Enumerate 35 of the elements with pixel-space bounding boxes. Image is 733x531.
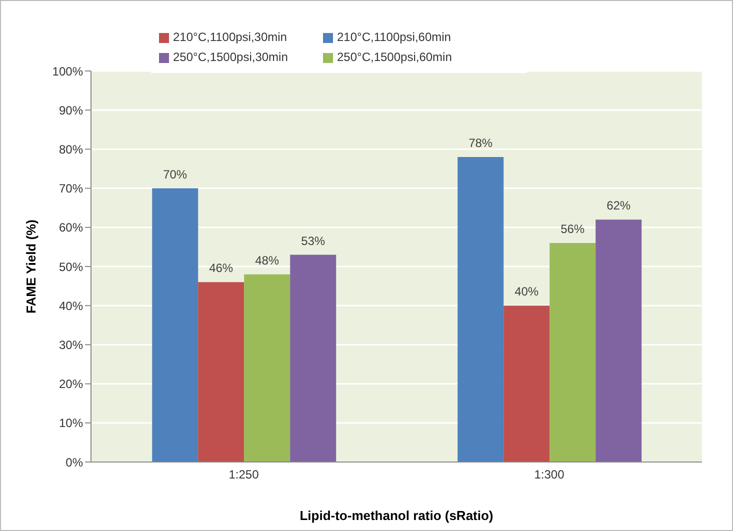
bar: [458, 157, 504, 462]
legend-label: 210°C,1100psi,60min: [337, 29, 452, 46]
legend-label: 250°C,1500psi,30min: [173, 49, 289, 66]
data-label: 70%: [163, 167, 188, 182]
bar: [290, 254, 336, 462]
bar: [504, 306, 550, 462]
bar: [596, 220, 642, 462]
x-axis-title: Lipid-to-methanol ratio (sRatio): [300, 508, 494, 523]
y-tick-label: 90%: [58, 103, 84, 118]
y-tick-label: 80%: [58, 142, 84, 156]
legend-label: 210°C,1100psi,30min: [173, 29, 288, 46]
y-tick-label: 70%: [58, 182, 84, 196]
y-tick-label: 0%: [66, 455, 84, 470]
y-tick-label: 40%: [58, 298, 84, 313]
data-label: 40%: [514, 284, 539, 299]
y-tick-label: 100%: [52, 64, 84, 78]
data-label: 56%: [560, 222, 585, 236]
y-tick-label: 10%: [58, 416, 84, 430]
data-label: 46%: [209, 261, 234, 276]
data-label: 62%: [606, 198, 631, 213]
bar: [198, 282, 244, 462]
bar: [152, 188, 198, 462]
y-tick-label: 50%: [58, 260, 84, 274]
data-label: 78%: [468, 136, 493, 150]
data-label: 48%: [255, 253, 280, 268]
x-tick-label: 1:300: [534, 468, 565, 482]
y-axis-title: FAME Yield (%): [24, 220, 39, 314]
y-tick-label: 30%: [58, 338, 84, 352]
x-tick-label: 1:250: [228, 468, 260, 482]
y-tick-label: 60%: [58, 220, 84, 235]
data-label: 53%: [301, 234, 326, 248]
bar: [244, 274, 290, 462]
bar: [550, 243, 596, 462]
legend-label: 250°C,1500psi,60min: [337, 49, 453, 66]
y-tick-label: 20%: [58, 377, 84, 392]
